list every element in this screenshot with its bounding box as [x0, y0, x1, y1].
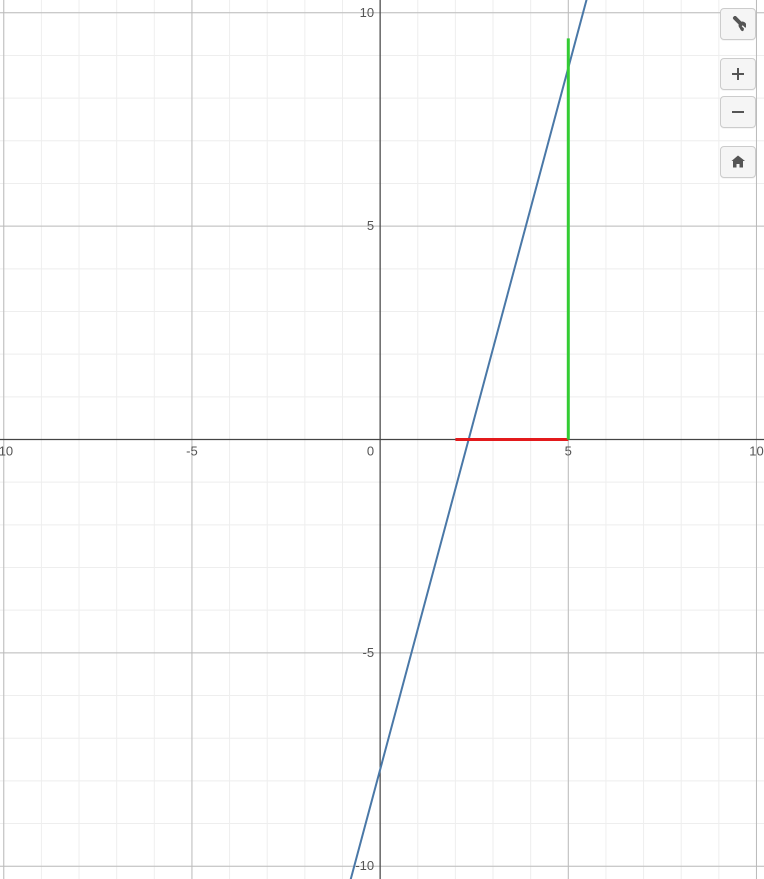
- y-tick-label: -5: [363, 645, 375, 660]
- x-tick-label: 5: [565, 444, 572, 459]
- wrench-icon: [730, 16, 746, 32]
- x-tick-label: -5: [186, 444, 198, 459]
- y-tick-label: 5: [367, 218, 374, 233]
- home-icon: [730, 154, 746, 170]
- zoom-out-button[interactable]: [720, 96, 756, 128]
- coordinate-plane: -10 -5 0 5 10 -10 -5 5 10: [0, 0, 764, 879]
- plot-toolbar: [720, 8, 756, 178]
- zoom-in-button[interactable]: [720, 58, 756, 90]
- y-tick-label: 10: [360, 5, 374, 20]
- x-tick-label: -10: [0, 444, 13, 459]
- plus-icon: [731, 67, 745, 81]
- minus-icon: [731, 105, 745, 119]
- x-tick-label: 10: [749, 444, 763, 459]
- y-tick-label: -10: [355, 858, 374, 873]
- home-button[interactable]: [720, 146, 756, 178]
- x-tick-label: 0: [367, 444, 374, 459]
- settings-button[interactable]: [720, 8, 756, 40]
